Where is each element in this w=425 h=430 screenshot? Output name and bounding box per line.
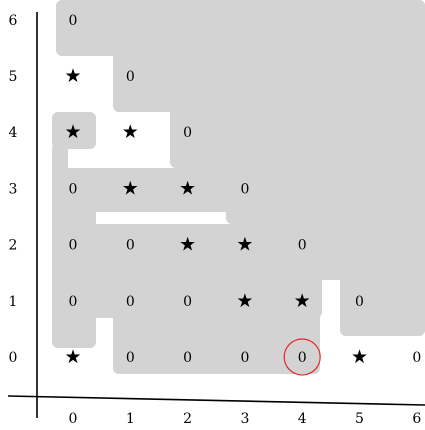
star-marker: ★ — [122, 177, 139, 199]
zero-value: 0 — [126, 294, 135, 310]
y-tick-label: 2 — [9, 238, 18, 254]
x-axis-line — [7, 395, 425, 406]
zero-value: 0 — [240, 181, 249, 197]
star-marker: ★ — [294, 290, 311, 312]
star-marker: ★ — [64, 121, 81, 143]
y-tick-label: 1 — [9, 294, 18, 310]
shade-block — [52, 168, 265, 212]
star-marker: ★ — [179, 177, 196, 199]
zero-value: 0 — [126, 350, 135, 366]
star-marker: ★ — [351, 346, 368, 368]
highlight-layer — [283, 338, 321, 376]
zero-value: 0 — [183, 294, 192, 310]
zero-value: 0 — [69, 181, 78, 197]
shaded-region — [52, 0, 425, 374]
x-tick-label: 5 — [355, 411, 364, 427]
shade-block — [113, 300, 320, 374]
x-tick-label: 2 — [183, 411, 192, 427]
x-tick-label: 3 — [240, 411, 249, 427]
zero-value: 0 — [183, 350, 192, 366]
y-tick-label: 6 — [9, 13, 18, 29]
x-tick-label: 4 — [298, 411, 307, 427]
star-marker: ★ — [236, 234, 253, 256]
grid-cells: 0 ★ 0 ★ ★ 0 0 ★ ★ 0 0 0 ★ ★ 0 0 0 0 ★ ★ 0 ★ 0 0 0 0 ★ 0 — [64, 13, 421, 368]
zero-value: 0 — [126, 69, 135, 85]
zero-value: 0 — [355, 294, 364, 310]
zero-value: 0 — [69, 294, 78, 310]
y-tick-label: 5 — [9, 69, 18, 85]
zero-value: 0 — [126, 238, 135, 254]
shade-block — [340, 0, 425, 336]
shade-block — [52, 224, 96, 348]
zero-value: 0 — [69, 238, 78, 254]
zero-value: 0 — [298, 238, 307, 254]
zero-value: 0 — [240, 350, 249, 366]
shade-block — [52, 224, 322, 318]
y-tick-label: 4 — [9, 125, 18, 141]
x-tick-label: 1 — [126, 411, 135, 427]
zero-value: 0 — [69, 13, 78, 29]
shade-block — [340, 280, 425, 336]
x-tick-label: 6 — [412, 411, 421, 427]
axis-ticks: 0 1 2 3 4 5 6 0 1 2 3 4 5 6 — [9, 13, 422, 427]
star-marker: ★ — [122, 121, 139, 143]
axes — [7, 12, 425, 418]
star-marker: ★ — [179, 234, 196, 256]
star-marker: ★ — [236, 290, 253, 312]
x-tick-label: 0 — [69, 411, 78, 427]
zero-value: 0 — [183, 125, 192, 141]
shade-block — [52, 112, 96, 149]
y-tick-label: 3 — [9, 181, 18, 197]
zero-value: 0 — [298, 350, 307, 366]
star-marker: ★ — [64, 65, 81, 87]
star-marker: ★ — [64, 346, 81, 368]
highlight-circle — [283, 338, 321, 376]
y-tick-label: 0 — [9, 350, 18, 366]
zero-value: 0 — [412, 350, 421, 366]
